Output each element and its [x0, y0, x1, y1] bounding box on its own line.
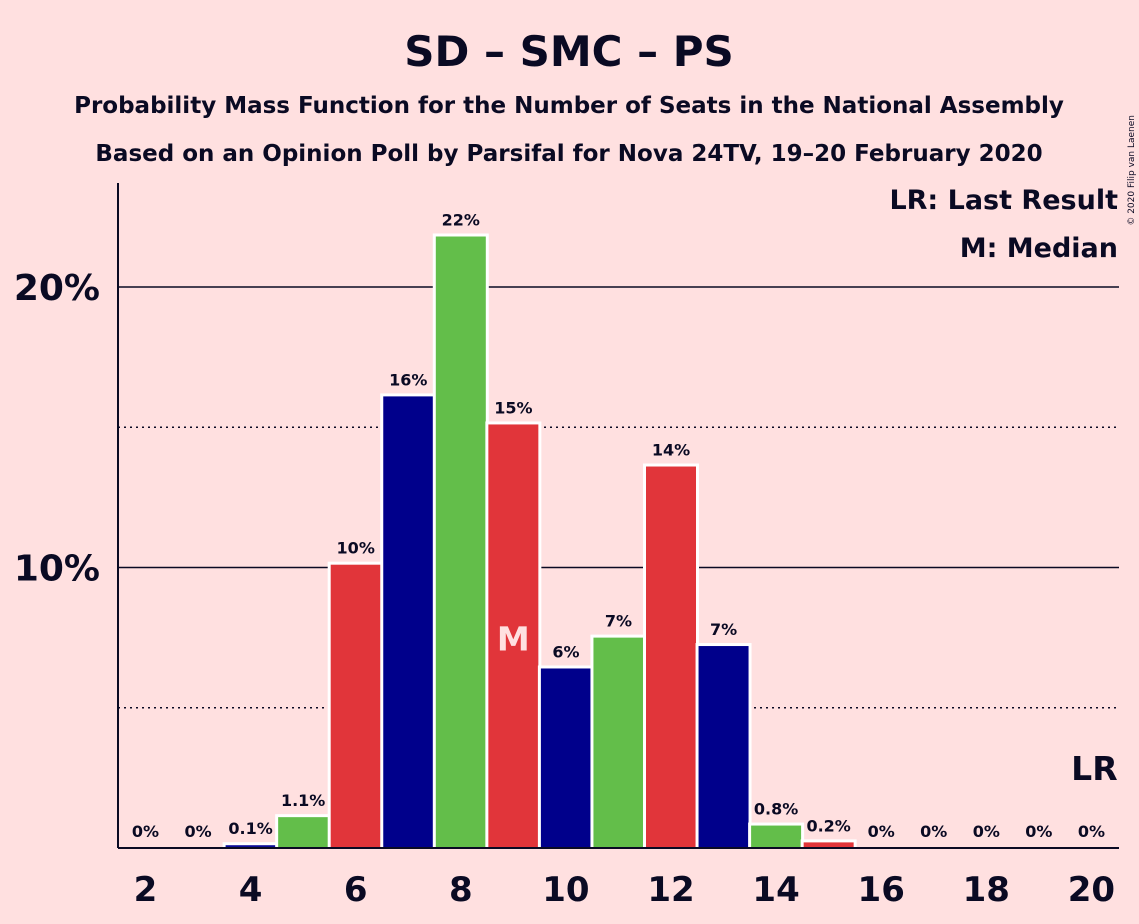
- bar-label-seat-3: 0%: [184, 822, 211, 841]
- bar-label-seat-14: 0.8%: [754, 800, 798, 819]
- chart-subtitle-1: Probability Mass Function for the Number…: [74, 93, 1064, 119]
- x-tick-20: 20: [1068, 870, 1115, 910]
- bars: [222, 233, 857, 848]
- bar-label-seat-5: 1.1%: [281, 791, 325, 810]
- bar-seat-12: [646, 466, 696, 848]
- bar-seat-11: [593, 637, 644, 848]
- bar-label-seat-6: 10%: [337, 539, 375, 558]
- x-tick-18: 18: [963, 870, 1010, 910]
- x-tick-14: 14: [752, 870, 799, 910]
- bar-label-seat-13: 7%: [710, 620, 737, 639]
- gridlines: [118, 286, 1119, 709]
- bar-seat-9: [488, 424, 539, 848]
- bar-label-seat-20: 0%: [1078, 822, 1105, 841]
- bar-seat-13: [698, 646, 749, 848]
- bar-seat-5: [278, 817, 329, 848]
- bar-label-seat-2: 0%: [132, 822, 159, 841]
- last-result-marker: LR: [1071, 749, 1117, 788]
- bar-label-seat-17: 0%: [920, 822, 947, 841]
- bar-seat-7: [383, 396, 434, 848]
- x-tick-16: 16: [858, 870, 905, 910]
- median-marker: M: [497, 619, 530, 658]
- y-tick-10: 10%: [14, 549, 100, 590]
- bar-seat-6: [330, 564, 381, 848]
- bar-seat-10: [540, 668, 591, 848]
- bar-halo: [222, 842, 279, 848]
- chart-title: SD – SMC – PS: [404, 27, 734, 76]
- x-tick-4: 4: [239, 870, 263, 910]
- bar-labels: 0% 0% 0.1% 1.1% 10% 16% 22% 15% 6% 7% 14% 7% 0.8% 0.2…: [132, 211, 1118, 841]
- bar-seat-14: [751, 825, 802, 848]
- bar-label-seat-4: 0.1%: [228, 819, 272, 838]
- x-tick-2: 2: [134, 870, 158, 910]
- y-tick-20: 20%: [14, 268, 100, 309]
- x-tick-12: 12: [647, 870, 694, 910]
- bar-label-seat-16: 0%: [868, 822, 895, 841]
- legend-last-result: LR: Last Result: [889, 185, 1118, 216]
- bar-label-seat-18: 0%: [973, 822, 1000, 841]
- legend-median: M: Median: [960, 233, 1118, 264]
- x-tick-6: 6: [344, 870, 368, 910]
- x-tick-8: 8: [449, 870, 473, 910]
- y-tick-labels: 10% 20%: [14, 268, 100, 590]
- bar-label-seat-9: 15%: [494, 398, 532, 417]
- bar-label-seat-7: 16%: [389, 370, 427, 389]
- bar-label-seat-10: 6%: [552, 642, 579, 661]
- bar-label-seat-19: 0%: [1025, 822, 1052, 841]
- bar-label-seat-12: 14%: [652, 441, 690, 460]
- bar-label-seat-11: 7%: [605, 612, 632, 631]
- x-tick-labels: 2 4 6 8 10 12 14 16 18 20: [134, 870, 1115, 910]
- bar-seat-15: [803, 842, 854, 848]
- bar-label-seat-15: 0.2%: [806, 816, 850, 835]
- bar-seat-4: [225, 845, 276, 848]
- chart-subtitle-2: Based on an Opinion Poll by Parsifal for…: [95, 141, 1042, 167]
- bar-label-seat-8: 22%: [442, 211, 480, 230]
- x-tick-10: 10: [542, 870, 589, 910]
- bar-seat-8: [435, 236, 486, 848]
- copyright-note: © 2020 Filip van Laenen: [1127, 115, 1137, 226]
